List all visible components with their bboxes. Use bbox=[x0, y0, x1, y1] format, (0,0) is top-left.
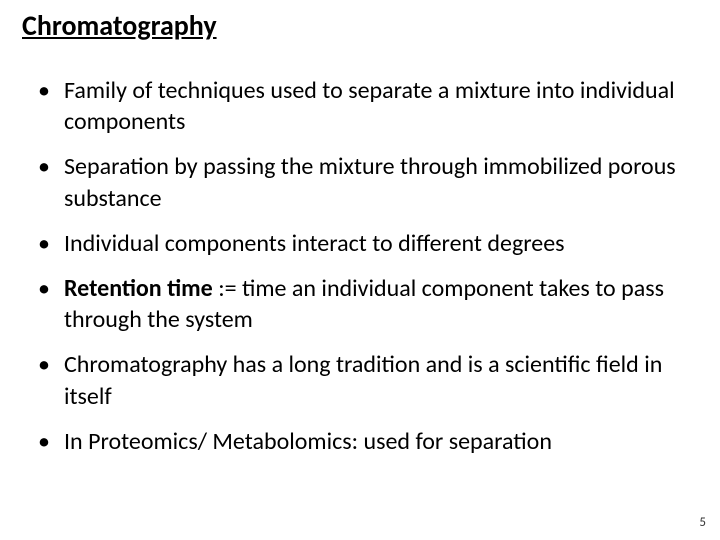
bullet-list: Family of techniques used to separate a … bbox=[20, 75, 700, 457]
slide-title: Chromatography bbox=[20, 8, 700, 43]
bullet-item: Separation by passing the mixture throug… bbox=[38, 151, 700, 213]
bullet-item: Retention time := time an individual com… bbox=[38, 273, 700, 335]
bold-term: Retention time bbox=[64, 274, 213, 303]
bullet-item: Chromatography has a long tradition and … bbox=[38, 349, 700, 411]
slide-container: Chromatography Family of techniques used… bbox=[0, 0, 720, 540]
bullet-item: In Proteomics/ Metabolomics: used for se… bbox=[38, 426, 700, 457]
bullet-item: Individual components interact to differ… bbox=[38, 228, 700, 259]
bullet-item: Family of techniques used to separate a … bbox=[38, 75, 700, 137]
page-number: 5 bbox=[699, 515, 706, 530]
